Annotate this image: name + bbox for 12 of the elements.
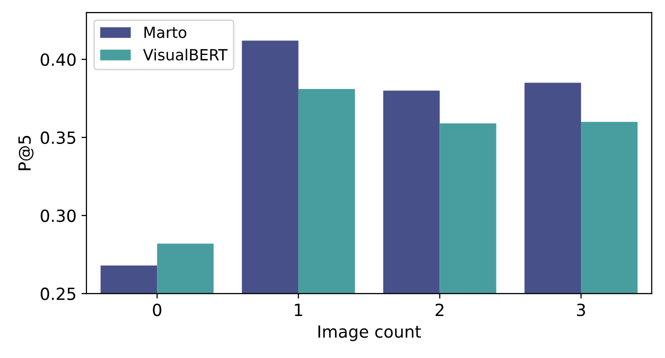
y-tick-label: 0.25: [40, 288, 76, 300]
y-tick-label: 0.30: [40, 209, 76, 222]
x-tick-label: 0: [152, 304, 162, 316]
y-tick-label: 0.35: [40, 131, 76, 144]
legend-label: Marto: [144, 26, 186, 38]
y-tick-label: 0.40: [40, 53, 76, 66]
legend-label: VisualBERT: [143, 48, 228, 61]
x-tick-label: 1: [294, 304, 302, 316]
x-tick-label: 3: [577, 304, 586, 316]
x-tick-label: 2: [436, 304, 444, 316]
y-axis-title: P@5: [18, 136, 34, 170]
x-axis-title: Image count: [318, 325, 421, 342]
